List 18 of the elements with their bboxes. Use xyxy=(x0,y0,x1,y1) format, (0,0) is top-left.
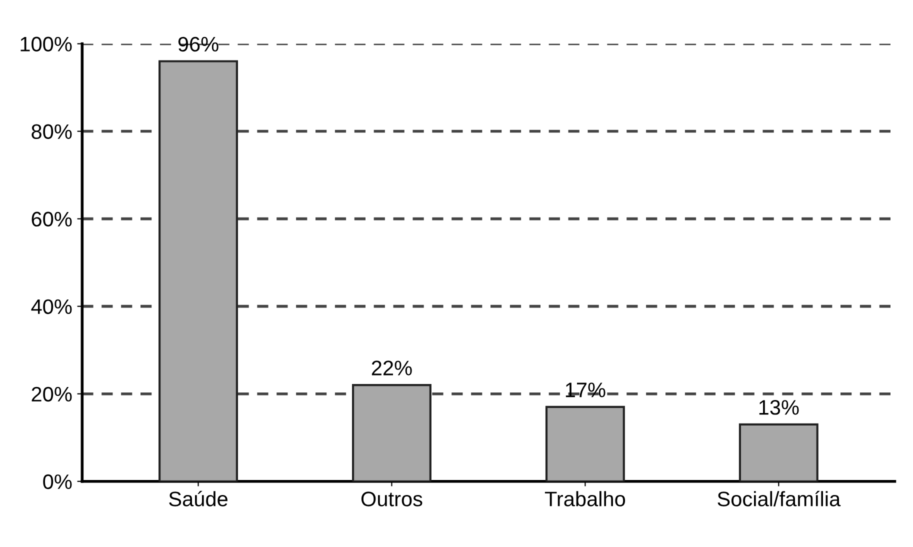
x-tick-label: Social/família xyxy=(718,490,841,506)
data-label: 17% xyxy=(566,382,606,398)
y-tick-label: 20% xyxy=(32,386,72,402)
data-label: 22% xyxy=(372,360,412,376)
y-tick-label: 0% xyxy=(43,474,72,490)
x-tick-label: Saúde xyxy=(169,490,228,506)
y-tick-label: 40% xyxy=(31,299,72,314)
x-tick-label: Trabalho xyxy=(544,491,626,506)
bar xyxy=(158,60,238,482)
bar xyxy=(545,406,625,482)
data-label: 96% xyxy=(178,36,218,52)
y-tick-label: 100% xyxy=(20,36,72,52)
x-tick-label: Outros xyxy=(361,492,422,506)
data-label: 13% xyxy=(759,400,799,415)
y-tick-label: 60% xyxy=(32,212,72,227)
bar xyxy=(738,423,818,482)
bar xyxy=(352,384,432,482)
y-tick-label: 80% xyxy=(32,124,72,140)
